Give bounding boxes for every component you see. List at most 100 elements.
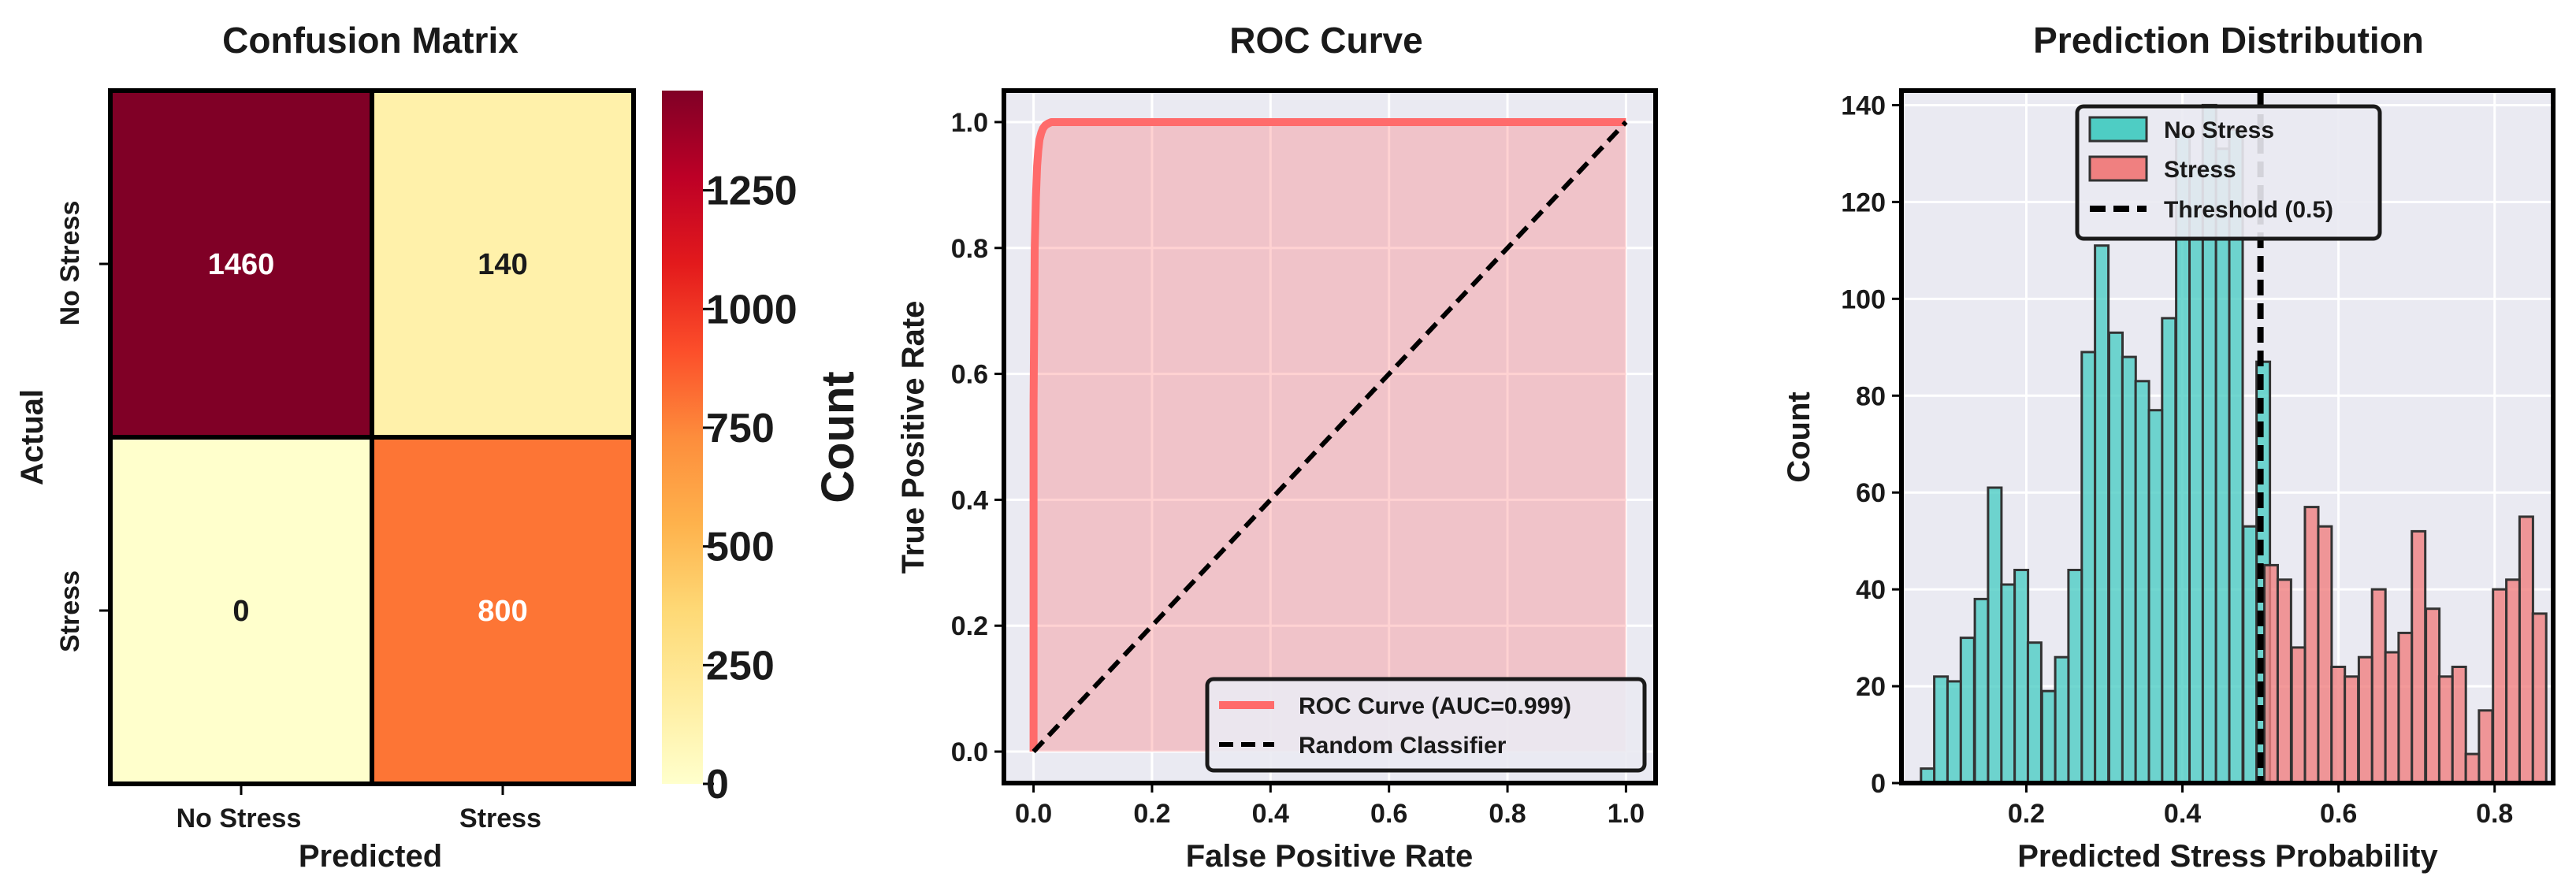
- roc-ylabel: True Positive Rate: [896, 301, 931, 574]
- hist-bar-stress-9: [2384, 651, 2400, 785]
- hist-legend-label-no-stress: No Stress: [2164, 117, 2274, 143]
- hist-bar-no-stress-17: [2147, 409, 2164, 785]
- hist-bar-no-stress-12: [2080, 351, 2097, 785]
- hist-bar-stress-4: [2317, 525, 2333, 785]
- cm-colorbar-tick-500: 500: [706, 525, 775, 570]
- roc-legend-label-curve: ROC Curve (AUC=0.999): [1299, 693, 1571, 719]
- roc-xlabel: False Positive Rate: [1186, 839, 1474, 874]
- roc-y-tick-0.2: 0.2: [951, 611, 988, 641]
- hist-bar-no-stress-13: [2094, 244, 2110, 785]
- hist-bar-no-stress-10: [2054, 655, 2070, 785]
- cm-colorbar-tick-750: 750: [706, 406, 775, 451]
- hist-y-tick-40: 40: [1856, 575, 1886, 605]
- hist-bar-no-stress-5: [1987, 486, 2003, 785]
- cm-cell-value-0-0: 1460: [208, 248, 275, 281]
- hist-y-tick-60: 60: [1856, 478, 1886, 508]
- hist-y-tick-80: 80: [1856, 381, 1886, 411]
- roc-x-tick-0.4: 0.4: [1252, 799, 1289, 829]
- hist-legend-swatch-stress: [2088, 155, 2148, 182]
- roc-x-tick-0.6: 0.6: [1370, 799, 1407, 829]
- cm-y-tick-stress: Stress: [55, 570, 85, 652]
- hist-bar-stress-20: [2531, 612, 2548, 785]
- roc-y-tick-0.8: 0.8: [951, 234, 988, 264]
- hist-bar-stress-2: [2290, 646, 2307, 785]
- hist-bar-stress-12: [2425, 607, 2441, 785]
- cm-colorbar-tick-1000: 1000: [706, 287, 797, 332]
- roc-y-tick-1.0: 1.0: [951, 108, 988, 138]
- hist-y-tick-100: 100: [1841, 284, 1886, 314]
- hist-legend-label-threshold: Threshold (0.5): [2164, 197, 2333, 223]
- hist-x-tick-0.4: 0.4: [2164, 799, 2201, 829]
- hist-bar-no-stress-8: [2026, 641, 2043, 785]
- cm-cell-0-0: [108, 88, 374, 440]
- hist-y-tick-140: 140: [1841, 91, 1886, 121]
- roc-x-tick-0.8: 0.8: [1489, 799, 1526, 829]
- hist-legend-label-stress: Stress: [2164, 157, 2236, 183]
- hist-bar-stress-7: [2357, 655, 2373, 785]
- hist-bar-no-stress-1: [1933, 675, 1950, 785]
- cm-cell-value-1-1: 800: [478, 595, 527, 628]
- cm-ylabel: Actual: [15, 389, 50, 485]
- hist-bar-no-stress-9: [2040, 689, 2057, 785]
- cm-colorbar-tick-250: 250: [706, 643, 775, 689]
- hist-bar-stress-11: [2411, 529, 2427, 785]
- hist-axes-frame: [1899, 88, 2556, 785]
- hist-legend-swatch-no-stress: [2088, 116, 2148, 143]
- hist-bar-no-stress-18: [2161, 317, 2177, 785]
- hist-x-tick-0.6: 0.6: [2320, 799, 2357, 829]
- hist-bar-stress-0: [2263, 563, 2279, 785]
- cm-cell-value-1-0: 0: [232, 595, 249, 628]
- roc-title: ROC Curve: [1229, 20, 1422, 61]
- prediction-distribution-panel: Prediction Distribution 0.2 0.4 0.6 0.8 0 20 4…: [1782, 20, 2556, 874]
- hist-bar-no-stress-7: [2013, 569, 2030, 785]
- hist-bar-stress-3: [2303, 506, 2320, 785]
- hist-bar-stress-18: [2505, 578, 2522, 785]
- cm-colorbar-tick-1250: 1250: [706, 169, 797, 214]
- hist-ylabel: Count: [1782, 392, 1816, 483]
- hist-title: Prediction Distribution: [2033, 20, 2424, 61]
- hist-bar-no-stress-11: [2067, 569, 2083, 785]
- random-classifier-line: [1032, 120, 1628, 754]
- roc-axes-frame: [1002, 88, 1658, 785]
- hist-y-tick-20: 20: [1856, 672, 1886, 702]
- hist-bar-stress-17: [2492, 588, 2508, 785]
- hist-bar-no-stress-14: [2108, 331, 2124, 785]
- hist-bar-stress-19: [2518, 515, 2534, 785]
- hist-x-tick-0.8: 0.8: [2476, 799, 2513, 829]
- hist-bar-stress-15: [2464, 752, 2481, 785]
- hist-bar-no-stress-24: [2242, 525, 2258, 785]
- cm-colorbar: [662, 91, 703, 784]
- roc-y-tick-0.6: 0.6: [951, 360, 988, 390]
- cm-colorbar-tick-0: 0: [706, 762, 729, 807]
- hist-bar-no-stress-20: [2188, 166, 2204, 785]
- cm-x-tick-no-stress: No Stress: [177, 804, 302, 833]
- cm-colorbar-label: Count: [812, 371, 864, 503]
- hist-bar-stress-8: [2370, 588, 2387, 785]
- cm-xlabel: Predicted: [299, 839, 442, 874]
- roc-curve-line: [1029, 118, 1626, 752]
- cm-cell-1-1: [370, 435, 636, 786]
- roc-x-tick-1.0: 1.0: [1608, 799, 1645, 829]
- roc-y-tick-0.0: 0.0: [951, 737, 988, 767]
- hist-bar-no-stress-6: [2000, 583, 2017, 785]
- roc-legend: ROC Curve (AUC=0.999) Random Classifier: [1205, 677, 1647, 773]
- cm-cell-0-1: [370, 88, 636, 440]
- hist-bar-stress-14: [2451, 666, 2467, 785]
- hist-bar-stress-6: [2344, 675, 2360, 785]
- hist-x-tick-0.2: 0.2: [2008, 799, 2045, 829]
- roc-y-tick-0.4: 0.4: [951, 485, 988, 515]
- hist-bar-stress-1: [2276, 578, 2292, 785]
- roc-panel: ROC Curve 0.0 0.2 0.4 0.6 0.8 1.0 0.0 0.2 0.4 0.6…: [896, 20, 1658, 874]
- cm-title: Confusion Matrix: [222, 20, 519, 61]
- hist-legend: No Stress Stress Threshold (0.5): [2075, 104, 2382, 241]
- hist-bar-no-stress-2: [1946, 680, 1962, 785]
- hist-bar-stress-13: [2437, 675, 2454, 785]
- hist-bar-stress-16: [2477, 709, 2494, 785]
- hist-bar-no-stress-22: [2214, 147, 2231, 785]
- hist-bar-stress-10: [2397, 631, 2414, 785]
- cm-x-tick-stress: Stress: [459, 804, 541, 833]
- confusion-matrix-panel: Confusion Matrix 1460 140 0 800 No Stress S…: [15, 20, 864, 874]
- roc-x-tick-0.2: 0.2: [1133, 799, 1170, 829]
- hist-bar-no-stress-16: [2134, 380, 2150, 785]
